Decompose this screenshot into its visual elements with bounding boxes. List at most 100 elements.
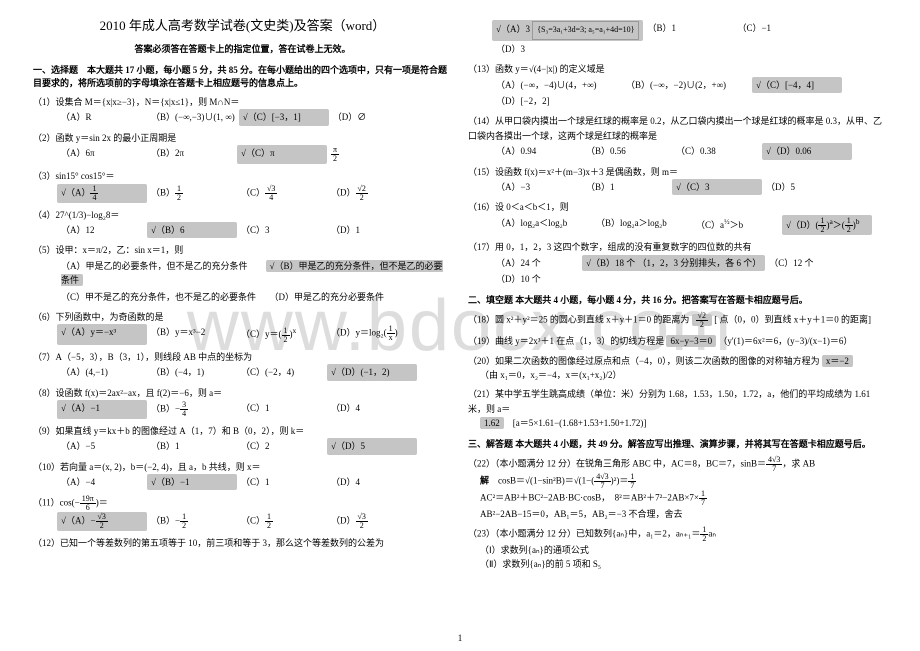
q15-opt-d: （D）5: [762, 179, 852, 195]
q14-opt-c: （C）0.38: [672, 143, 762, 159]
q2-opt-c: √（C）π: [237, 145, 327, 164]
q2-opt-d: π2: [327, 145, 417, 164]
question-9: （9）如果直线 y＝kx＋b 的图像经过 A（1，7）和 B（0，2），则 k＝…: [33, 424, 452, 455]
doc-title: 2010 年成人高考数学试卷(文史类)及答案（word）: [33, 15, 452, 34]
q10-opt-c: （C）1: [237, 474, 327, 490]
q4-opt-a: （A）12: [57, 222, 147, 238]
question-11: （11）cos(−19π6)＝ √（A）−√32 （B）−12 （C）12 （D…: [33, 495, 452, 531]
q5-opt-c: （C）甲不是乙的充分条件，也不是乙的必要条件 （D）甲是乙的充分必要条件: [57, 289, 452, 305]
question-17: （17）用 0，1，2，3 这四个数字，组成的没有重复数字的四位数的共有 （A）…: [468, 240, 887, 287]
q12-opt-d: （D）3: [492, 41, 582, 57]
q9-opt-c: （C）2: [237, 438, 327, 454]
q8-opt-d: （D）4: [327, 400, 417, 419]
q11-opt-d: （D）√32: [327, 512, 417, 531]
q8-stem: （8）设函数 f(x)＝2ax²−ax，且 f(2)＝−6，则 a＝: [33, 386, 452, 400]
q11-opt-c: （C）12: [237, 512, 327, 531]
q4-stem: （4）27^(1/3)−log₂8＝: [33, 208, 452, 222]
q12-opt-a: √（A）3 {S₃=3a₁+3d=3; a₅=a₁+4d=10}: [492, 20, 643, 41]
q9-opt-d: √（D）5: [327, 438, 417, 454]
q13-opt-c: √（C）[−4，4]: [752, 77, 842, 93]
q15-opt-a: （A）−3: [492, 179, 582, 195]
q7-opt-b: （B）(−4，1): [147, 364, 237, 380]
q2-opt-a: （A）6π: [57, 145, 147, 164]
question-1: （1）设集合 M＝{x|x≥−3}，N＝{x|x≤1}，则 M∩N＝ （A）R …: [33, 95, 452, 126]
q5-opt-a: （A）甲是乙的必要条件，但不是乙的充分条件 √（B）甲是乙的充分条件，但不是乙的…: [57, 258, 452, 289]
page-container: 2010 年成人高考数学试卷(文史类)及答案（word） 答案必须答在答题卡上的…: [0, 0, 920, 592]
question-3: （3）sin15° cos15°＝ √（A）14 （B）12 （C）√34 （D…: [33, 169, 452, 202]
q16-opt-b: （B）log₂a＞log₂b: [592, 215, 692, 235]
q1-opt-d: （D）∅: [329, 109, 419, 125]
q23-stem: （23）（本小题满分 12 分）已知数列{aₙ}中，a₁＝2，aₙ₊₁＝12aₙ: [468, 526, 887, 543]
q17-opt-d: （D）10 个: [492, 271, 582, 287]
q15-stem: （15）设函数 f(x)＝x²＋(m−3)x＋3 是偶函数，则 m＝: [468, 165, 887, 179]
q6-stem: （6）下列函数中，为奇函数的是: [33, 310, 452, 324]
question-2: （2）函数 y＝sin 2x 的最小正周期是 （A）6π （B）2π √（C）π…: [33, 131, 452, 164]
q16-opt-c: （C）a½＞b: [692, 215, 782, 235]
q14-stem: （14）从甲口袋内摸出一个球是红球的概率是 0.2，从乙口袋内摸出一个球是红球的…: [468, 114, 887, 143]
q17-opt-c: （C）12 个: [765, 255, 855, 271]
q6-opt-b: （B）y＝x³−2: [147, 324, 237, 344]
section-3-header: 三、解答题 本大题共 4 小题，共 49 分。解答应写出推理、演算步骤，并将其写…: [468, 437, 887, 450]
section-1-header: 一、选择题 本大题共 17 小题，每小题 5 分，共 85 分。在每小题给出的四…: [33, 63, 452, 89]
section-2-header: 二、填空题 本大题共 4 小题，每小题 4 分，共 16 分。把答案写在答题卡相…: [468, 293, 887, 306]
q23-p2: （Ⅱ）求数列{aₙ}的前 5 项和 S₅: [480, 557, 887, 571]
question-20: （20）如果二次函数的图像经过原点和点（−4，0），则该二次函数的图像的对称轴方…: [468, 354, 887, 383]
q7-opt-c: （C）(−2，4): [237, 364, 327, 380]
q12-opt-b: （B）1: [643, 20, 733, 41]
q7-opt-d: √（D）(−1，2): [327, 364, 417, 380]
q1-opt-a: （A）R: [57, 109, 147, 125]
question-21: （21）某中学五学生跳高成绩（单位：米）分别为 1.68，1.53，1.50，1…: [468, 387, 887, 430]
q10-stem: （10）若向量 a＝(x, 2)，b＝(−2, 4)，且 a，b 共线，则 x＝: [33, 460, 452, 474]
q12-opt-c: （C）−1: [733, 20, 823, 41]
page-number: 1: [458, 633, 463, 643]
question-5: （5）设甲：x＝π/2，乙：sin x＝1，则 （A）甲是乙的必要条件，但不是乙…: [33, 243, 452, 305]
question-10: （10）若向量 a＝(x, 2)，b＝(−2, 4)，且 a，b 共线，则 x＝…: [33, 460, 452, 491]
question-7: （7）A（−5，3），B（3，1），则线段 AB 中点的坐标为 （A）(4,−1…: [33, 350, 452, 381]
q10-opt-b: √（B）−1: [147, 474, 237, 490]
q22-sol2: AC²＝AB²＋BC²−2AB·BC·cosB， 8²＝AB²＋7²−2AB×7…: [480, 490, 887, 507]
q5-stem: （5）设甲：x＝π/2，乙：sin x＝1，则: [33, 243, 452, 257]
q11-opt-b: （B）−12: [147, 512, 237, 531]
q22-sol3: AB²−2AB−15＝0，AB₁＝5，AB₂＝−3 不合理，舍去: [480, 507, 887, 521]
q9-opt-b: （B）1: [147, 438, 237, 454]
q13-stem: （13）函数 y＝√(4−|x|) 的定义域是: [468, 62, 887, 76]
question-4: （4）27^(1/3)−log₂8＝ （A）12 √（B）6 （C）3 （D）1: [33, 208, 452, 239]
q1-opt-b: （B）(−∞,−3)∪(1, ∞): [147, 109, 239, 125]
question-18: （18）圆 x²＋y²＝25 的圆心到直线 x＋y＋1＝0 的距离为 √22 […: [468, 312, 887, 329]
q1-opt-c: √（C）[−3，1]: [239, 109, 329, 125]
q8-opt-a: √（A）−1: [57, 400, 147, 419]
q17-stem: （17）用 0，1，2，3 这四个数字，组成的没有重复数字的四位数的共有: [468, 240, 887, 254]
q8-opt-b: （B）−34: [147, 400, 237, 419]
question-13: （13）函数 y＝√(4−|x|) 的定义域是 （A）(−∞，−4)∪(4，+∞…: [468, 62, 887, 109]
q3-opt-c: （C）√34: [237, 184, 327, 203]
q10-opt-a: （A）−4: [57, 474, 147, 490]
q6-opt-d: （D）y＝log₂(1x): [327, 324, 417, 344]
q3-stem: （3）sin15° cos15°＝: [33, 169, 452, 183]
q13-opt-b: （B）(−∞，−2)∪(2，+∞): [622, 77, 752, 93]
question-23: （23）（本小题满分 12 分）已知数列{aₙ}中，a₁＝2，aₙ₊₁＝12aₙ…: [468, 526, 887, 572]
question-15: （15）设函数 f(x)＝x²＋(m−3)x＋3 是偶函数，则 m＝ （A）−3…: [468, 165, 887, 196]
q11-opt-a: √（A）−√32: [57, 512, 147, 531]
q11-stem: （11）cos(−19π6)＝: [33, 495, 452, 512]
q9-opt-a: （A）−5: [57, 438, 147, 454]
q14-opt-d: √（D）0.06: [762, 143, 852, 159]
q7-stem: （7）A（−5，3），B（3，1），则线段 AB 中点的坐标为: [33, 350, 452, 364]
left-column: 2010 年成人高考数学试卷(文史类)及答案（word） 答案必须答在答题卡上的…: [25, 15, 460, 577]
q23-p1: （Ⅰ）求数列{aₙ}的通项公式: [480, 543, 887, 557]
q8-opt-c: （C）1: [237, 400, 327, 419]
doc-subtitle: 答案必须答在答题卡上的指定位置，答在试卷上无效。: [33, 42, 452, 55]
q4-opt-d: （D）1: [327, 222, 417, 238]
q3-opt-a: √（A）14: [57, 184, 147, 203]
question-19: （19）曲线 y＝2x³＋1 在点（1，3）的切线方程是 6x−y−3＝0 （y…: [468, 334, 887, 348]
q22-sol1: 解 cosB＝√(1−sin²B)＝√(1−(4√37)²)＝17: [480, 473, 887, 490]
q1-stem: （1）设集合 M＝{x|x≥−3}，N＝{x|x≤1}，则 M∩N＝: [33, 95, 452, 109]
q15-opt-c: √（C）3: [672, 179, 762, 195]
q14-opt-a: （A）0.94: [492, 143, 582, 159]
q9-stem: （9）如果直线 y＝kx＋b 的图像经过 A（1，7）和 B（0，2），则 k＝: [33, 424, 452, 438]
question-12b: √（A）3 {S₃=3a₁+3d=3; a₅=a₁+4d=10} （B）1 （C…: [468, 20, 887, 57]
q3-opt-d: （D）√22: [327, 184, 417, 203]
q4-opt-b: √（B）6: [147, 222, 237, 238]
q17-opt-a: （A）24 个: [492, 255, 582, 271]
question-12: （12）已知一个等差数列的第五项等于 10，前三项和等于 3，那么这个等差数列的…: [33, 536, 452, 550]
q13-opt-d: （D）[−2，2]: [492, 93, 582, 109]
